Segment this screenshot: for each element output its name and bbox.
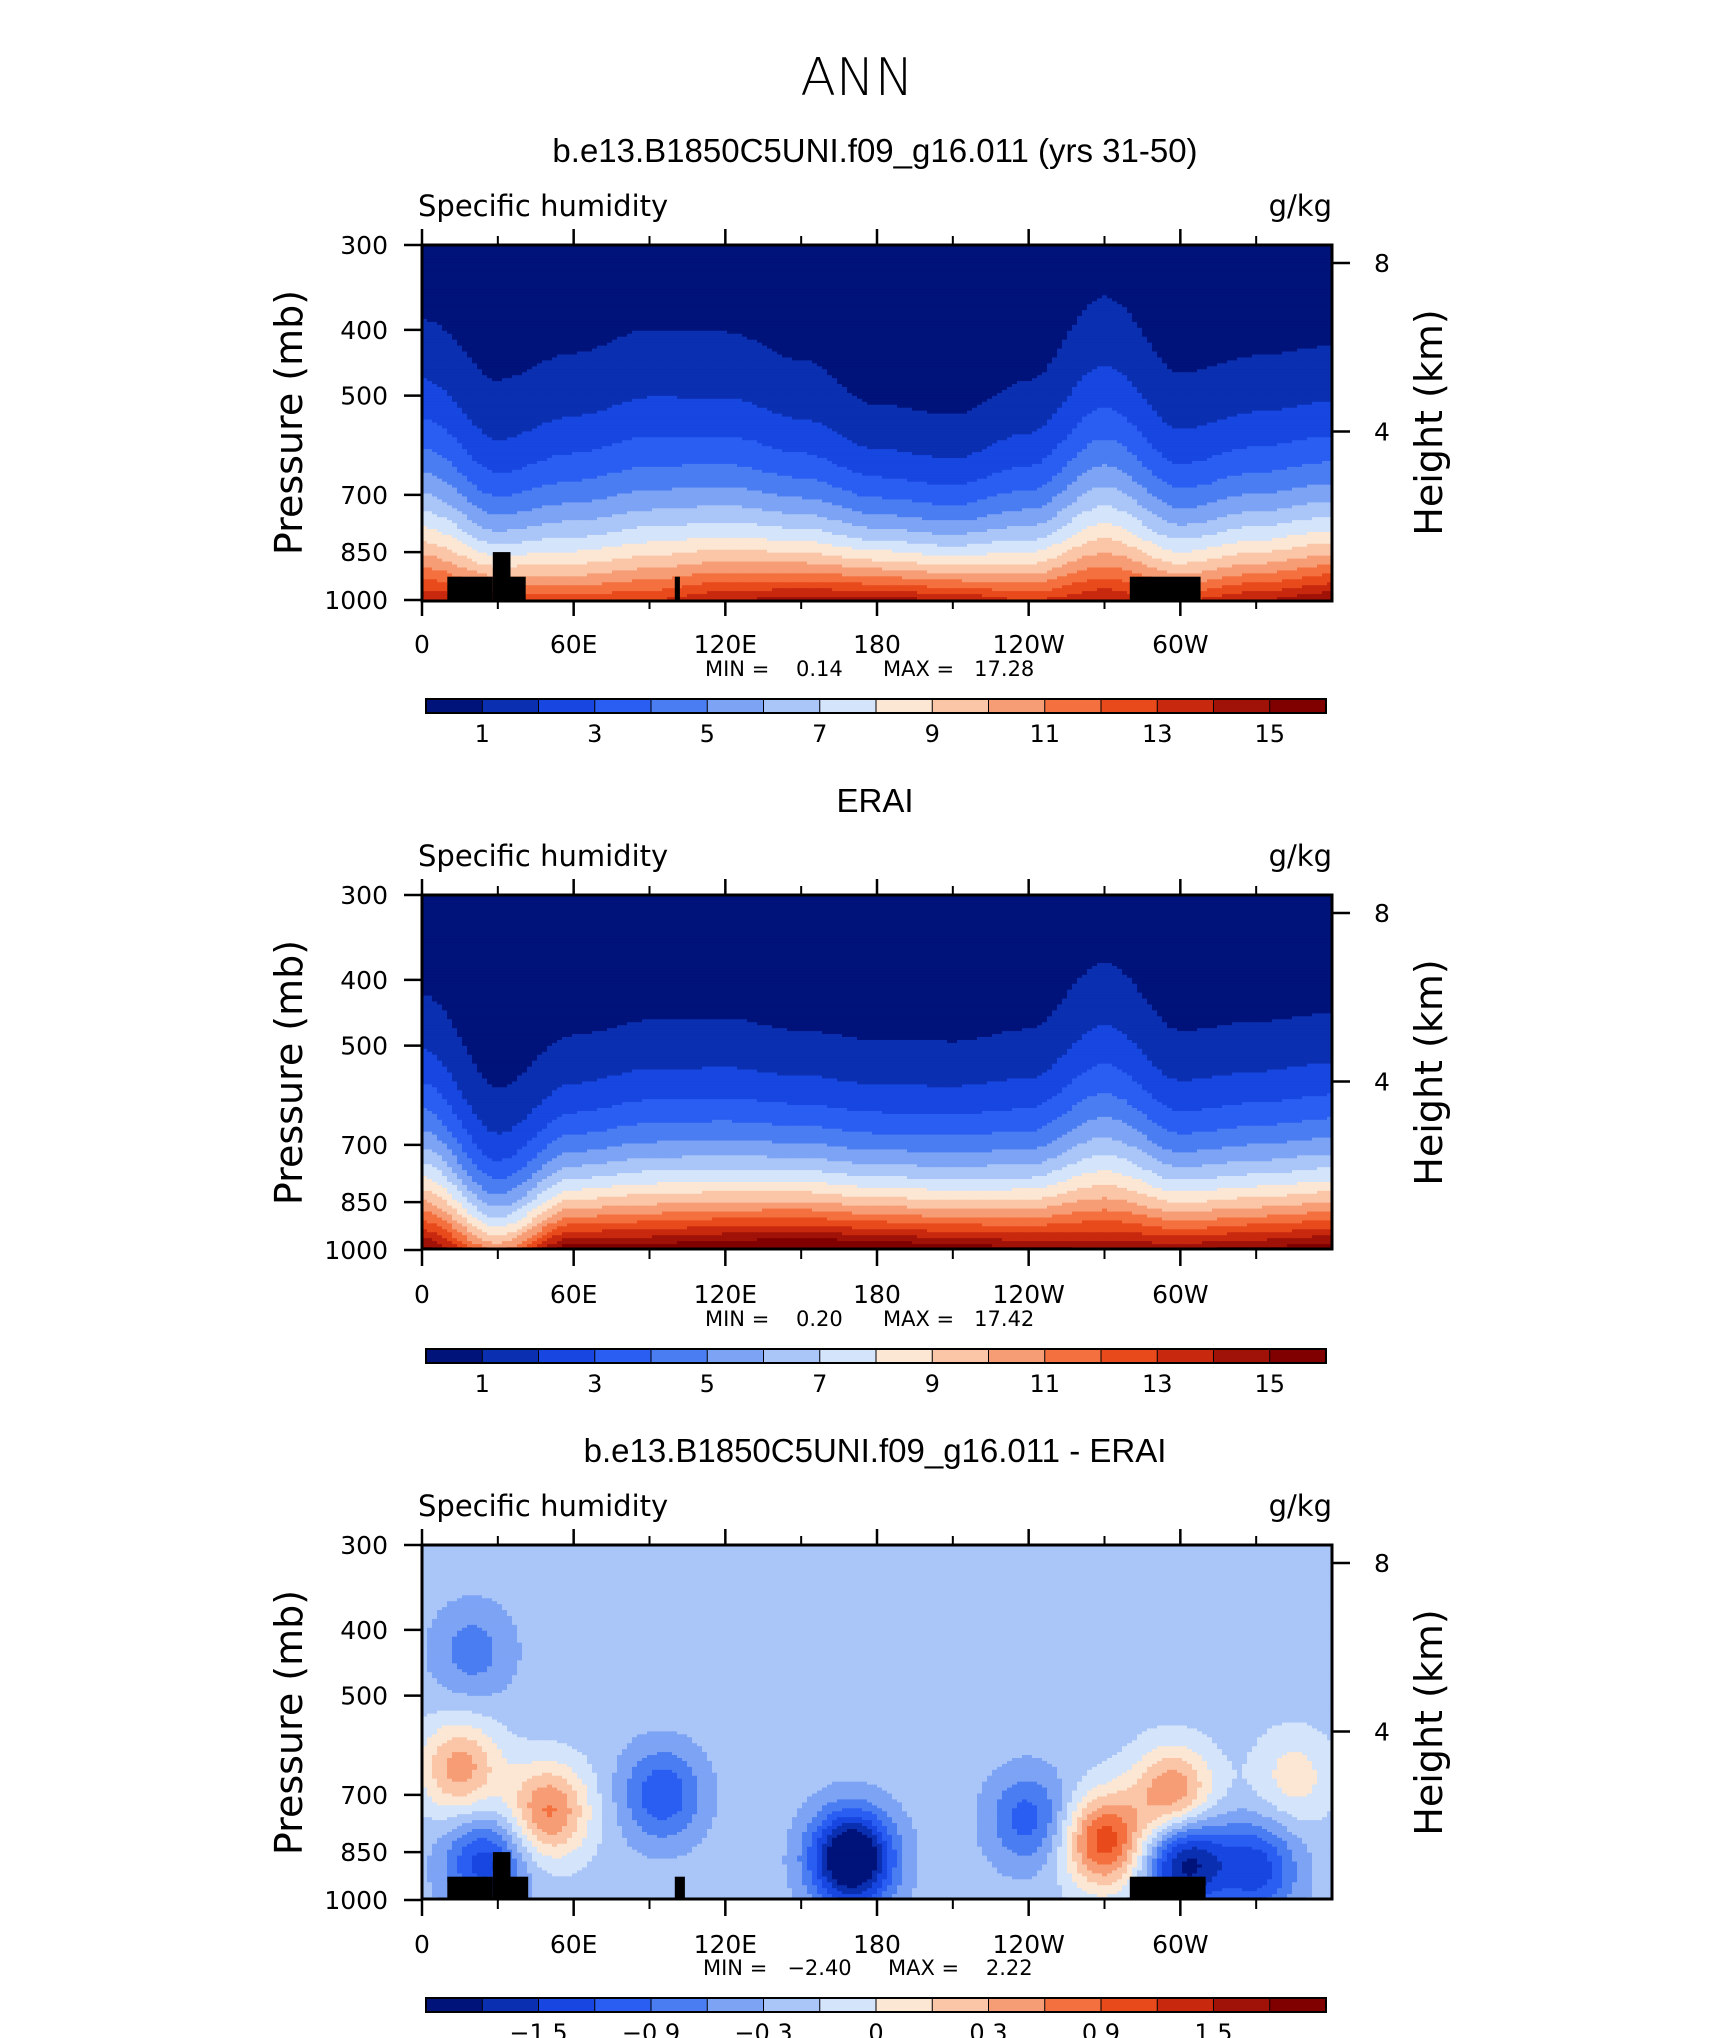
panel-model: b.e13.B1850C5UNI.f09_g16.011 (yrs 31-50)…	[267, 132, 1451, 748]
page-title: ANN	[800, 48, 913, 108]
units-label: g/kg	[1269, 189, 1332, 223]
panel-title: b.e13.B1850C5UNI.f09_g16.011 (yrs 31-50)	[552, 132, 1197, 169]
contour-field	[422, 245, 1333, 601]
variable-label: Specific humidity	[418, 189, 668, 223]
